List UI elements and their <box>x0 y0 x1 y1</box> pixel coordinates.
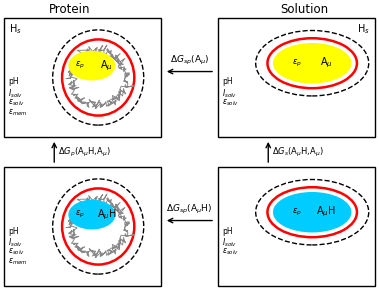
Text: $I_{solv}$: $I_{solv}$ <box>222 237 237 249</box>
Text: $\varepsilon_p$: $\varepsilon_p$ <box>75 60 85 71</box>
Text: pH: pH <box>222 77 233 86</box>
Ellipse shape <box>68 51 116 80</box>
Bar <box>218 18 375 137</box>
Text: $\Delta G_{sp}$(A$_\mu$H): $\Delta G_{sp}$(A$_\mu$H) <box>166 202 213 215</box>
Text: $\varepsilon_p$: $\varepsilon_p$ <box>291 58 301 69</box>
Text: Solution: Solution <box>280 3 329 16</box>
Text: $\varepsilon_{solv}$: $\varepsilon_{solv}$ <box>222 246 239 257</box>
Text: $\varepsilon_p$: $\varepsilon_p$ <box>75 209 85 220</box>
Text: $I_{solv}$: $I_{solv}$ <box>222 88 237 100</box>
Text: $\varepsilon_{mem}$: $\varepsilon_{mem}$ <box>8 108 28 118</box>
Text: $\Delta G_s$(A$_\mu$H,A$_\mu$): $\Delta G_s$(A$_\mu$H,A$_\mu$) <box>272 146 324 159</box>
Text: Protein: Protein <box>49 3 91 16</box>
Text: $I_{solv}$: $I_{solv}$ <box>8 88 23 100</box>
Bar <box>4 167 161 286</box>
Text: pH: pH <box>222 226 233 235</box>
Text: A$_\mu$: A$_\mu$ <box>100 58 113 73</box>
Ellipse shape <box>273 192 351 233</box>
Text: $\varepsilon_{solv}$: $\varepsilon_{solv}$ <box>222 97 239 108</box>
Ellipse shape <box>273 43 351 84</box>
Text: $\varepsilon_{solv}$: $\varepsilon_{solv}$ <box>8 246 25 257</box>
Text: A$_\mu$H: A$_\mu$H <box>97 207 117 222</box>
Text: A$_\mu$: A$_\mu$ <box>320 56 333 70</box>
Text: pH: pH <box>8 226 19 235</box>
Text: A$_\mu$H: A$_\mu$H <box>316 205 336 220</box>
Text: H$_s$: H$_s$ <box>9 22 22 36</box>
Text: $\varepsilon_{solv}$: $\varepsilon_{solv}$ <box>8 97 25 108</box>
Text: $\varepsilon_{mem}$: $\varepsilon_{mem}$ <box>8 256 28 267</box>
Text: $\Delta G_{sp}$(A$_\mu$): $\Delta G_{sp}$(A$_\mu$) <box>170 53 209 66</box>
Ellipse shape <box>68 200 116 229</box>
Text: H$_s$: H$_s$ <box>357 22 370 36</box>
Bar <box>218 167 375 286</box>
Text: $\varepsilon_p$: $\varepsilon_p$ <box>291 207 301 218</box>
Text: $\Delta G_p$(A$_\mu$H,A$_\mu$): $\Delta G_p$(A$_\mu$H,A$_\mu$) <box>58 146 111 159</box>
Text: $I_{solv}$: $I_{solv}$ <box>8 237 23 249</box>
Bar <box>4 18 161 137</box>
Text: pH: pH <box>8 77 19 86</box>
